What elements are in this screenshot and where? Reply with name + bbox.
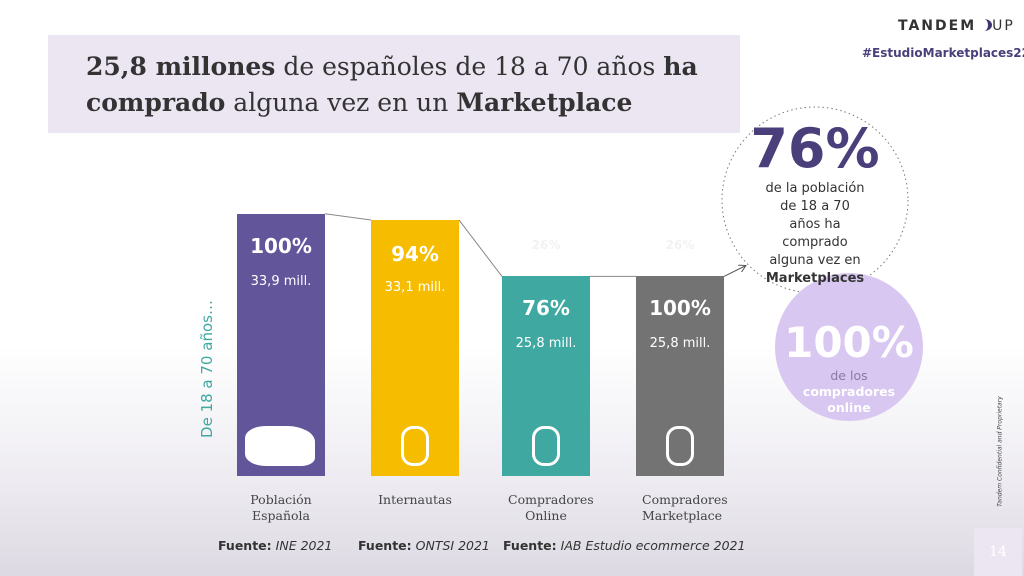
category-label: Población Española: [250, 492, 312, 523]
faint-label: 26%: [531, 238, 561, 253]
share-label: 100%: [649, 296, 711, 321]
source: Fuente: ONTSI 2021: [358, 538, 490, 553]
text-part: Marketplace: [456, 88, 633, 117]
logo-right: UP: [992, 18, 1015, 34]
page-number: 14: [974, 528, 1022, 576]
text-part: de los: [830, 368, 868, 383]
callout-big: 76%: [750, 117, 880, 180]
source: Fuente: IAB Estudio ecommerce 2021: [503, 538, 745, 553]
text-part: ha comprado: [86, 52, 698, 117]
value-label: 33,9 mill.: [250, 273, 312, 289]
faint-label: 26%: [665, 238, 695, 253]
category-label: Internautas: [378, 492, 452, 507]
category-label: Compradores Marketplace: [642, 492, 728, 523]
share-label: 76%: [522, 296, 570, 321]
text-part: compradores online: [802, 384, 896, 415]
logo-icon: [976, 19, 993, 31]
text-part: 25,8 millones: [86, 52, 276, 81]
connector: [324, 213, 372, 221]
text-part: alguna vez en un: [225, 88, 457, 117]
source-text: ONTSI 2021: [415, 538, 490, 553]
callout-2: 100% de los compradores online: [775, 318, 923, 416]
bar-icon: [666, 426, 694, 466]
bar-icon: [245, 426, 315, 466]
value-label: 25,8 mill.: [515, 336, 577, 352]
slide-title: 25,8 millones de españoles de 18 a 70 añ…: [48, 35, 740, 133]
bar-icon: [401, 426, 429, 466]
source-label: Fuente:: [218, 538, 272, 553]
category-label: Compradores Online: [508, 492, 594, 523]
value-label: 25,8 mill.: [649, 336, 711, 352]
connector-arrow: [723, 266, 745, 277]
callout-circle-filled: [775, 273, 923, 421]
share-label: 100%: [250, 233, 312, 258]
text-part: de la población de 18 a 70 años ha compr…: [765, 181, 865, 268]
callout-circle: [721, 106, 909, 294]
bar: 100% 25,8 mill. 26%: [636, 238, 724, 476]
logo-left: TANDEM: [898, 18, 977, 34]
logo: TANDEM UP: [898, 18, 1015, 34]
share-label: 94%: [391, 241, 439, 266]
source-label: Fuente:: [503, 538, 557, 553]
callout-big: 100%: [784, 318, 914, 367]
source-text: IAB Estudio ecommerce 2021: [560, 538, 746, 553]
text-part: de españoles de 18 a 70 años: [275, 52, 664, 81]
confidential: Tandem Confidential and Proprietary: [996, 396, 1004, 507]
source-text: INE 2021: [275, 538, 333, 553]
bar: 76% 25,8 mill. 26%: [502, 238, 590, 476]
callout-1: 76% de la población de 18 a 70 años ha c…: [745, 118, 885, 288]
bar-icon: [532, 426, 560, 466]
source: Fuente: INE 2021: [218, 538, 332, 553]
bar: 100% 33,9 mill.: [237, 213, 325, 476]
text-part: Marketplaces: [765, 271, 865, 286]
value-label: 33,1 mill.: [384, 279, 446, 295]
source-label: Fuente:: [358, 538, 412, 553]
bar: 94% 33,1 mill.: [371, 219, 459, 476]
hashtag: #EstudioMarketplaces22: [862, 46, 1024, 60]
connector: [458, 219, 503, 277]
